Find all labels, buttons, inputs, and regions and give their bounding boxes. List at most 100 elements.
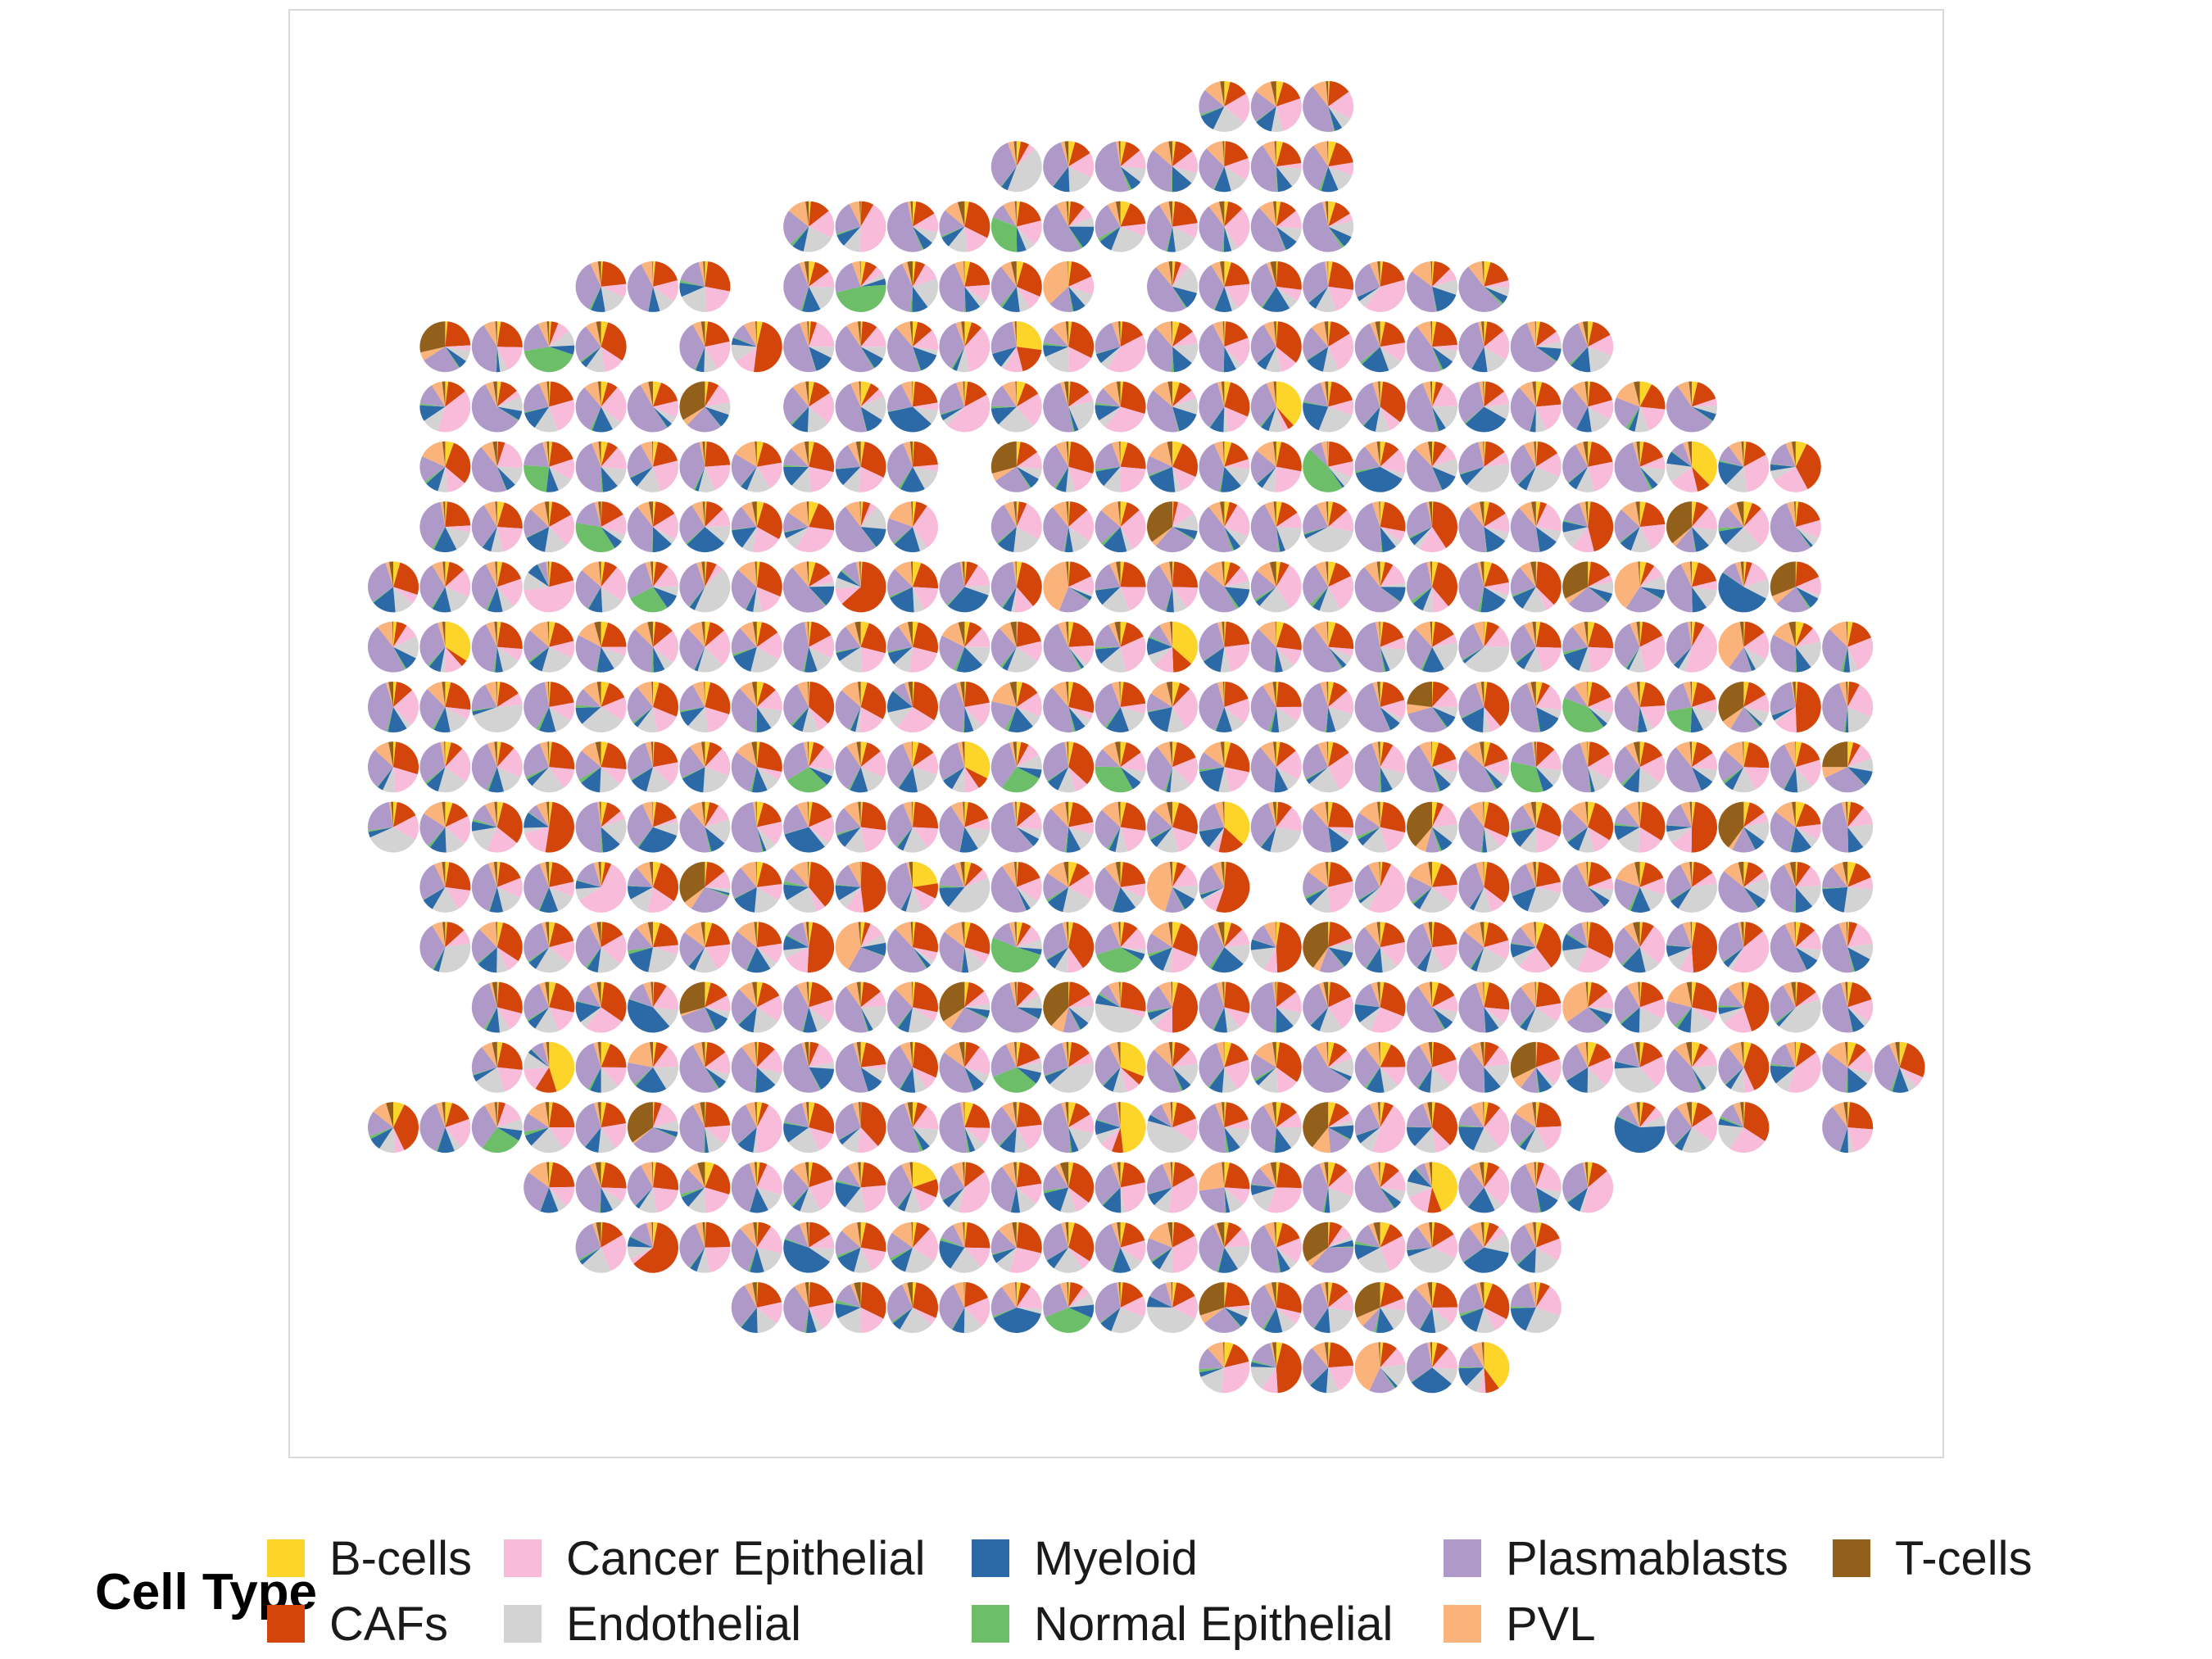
- pie-slice-cafs: [1276, 1343, 1302, 1394]
- pie-slice-plasmablasts: [1354, 682, 1390, 733]
- pie-slice-endothelial: [1526, 466, 1560, 492]
- pie-slice-myeloid: [1172, 347, 1192, 373]
- spot-pie: [1458, 1162, 1510, 1213]
- pie-slice-plasmablasts: [1095, 510, 1121, 544]
- pie-slice-b-cells: [1224, 81, 1231, 107]
- pie-slice-normal-epithelial: [1432, 707, 1448, 728]
- pie-slice-b-cells: [1068, 561, 1071, 587]
- pie-slice-cancer-epithelial: [1068, 153, 1095, 178]
- pie-slice-endothelial: [750, 646, 779, 673]
- spot-pie: [1354, 981, 1406, 1033]
- pie-slice-cafs: [756, 862, 782, 887]
- pie-slice-myeloid: [1146, 637, 1172, 655]
- pie-slice-pvl: [1790, 682, 1796, 707]
- pie-slice-endothelial: [1224, 466, 1250, 487]
- pie-slice-myeloid: [943, 767, 965, 790]
- pie-slice-endothelial: [1172, 166, 1197, 184]
- pie-slice-normal-epithelial: [784, 1238, 809, 1248]
- pie-slice-myeloid: [1692, 406, 1716, 421]
- pie-slice-cancer-epithelial: [705, 995, 731, 1012]
- pie-slice-t-cells: [1220, 261, 1225, 287]
- spot-pie: [835, 922, 886, 973]
- spot-pie: [1458, 1222, 1510, 1273]
- pie-slice-t-cells: [912, 741, 913, 768]
- pie-slice-t-cells: [547, 741, 550, 768]
- pie-slice-cafs: [496, 682, 519, 707]
- pie-slice-cafs: [1847, 742, 1861, 768]
- spot-pie: [1874, 1041, 1925, 1093]
- pie-slice-t-cells: [909, 1162, 913, 1188]
- pie-slice-plasmablasts: [1511, 927, 1536, 948]
- pie-slice-cafs: [1328, 1342, 1354, 1368]
- spot-pie: [1095, 201, 1146, 252]
- pie-slice-myeloid: [850, 707, 861, 732]
- spot-pie: [1718, 621, 1770, 673]
- pie-slice-t-cells: [1273, 501, 1276, 528]
- pie-slice-myeloid: [1432, 827, 1453, 851]
- pie-slice-t-cells: [1117, 801, 1121, 827]
- pie-slice-cafs: [809, 981, 833, 1008]
- pie-slice-cancer-epithelial: [1120, 150, 1146, 169]
- pie-slice-plasmablasts: [1458, 1046, 1484, 1093]
- spot-pie: [783, 441, 835, 492]
- pie-slice-cancer-epithelial: [1639, 877, 1666, 895]
- pie-slice-pvl: [637, 501, 653, 528]
- pie-slice-cafs: [1120, 321, 1144, 347]
- pie-slice-plasmablasts: [887, 443, 913, 488]
- pie-slice-t-cells: [1688, 441, 1692, 467]
- spot-pie: [887, 261, 939, 312]
- pie-slice-pvl: [1475, 1282, 1484, 1308]
- spot-pie: [1562, 1041, 1614, 1093]
- spot-pie: [1146, 801, 1198, 853]
- pie-slice-normal-epithelial: [1224, 1308, 1241, 1328]
- pie-slice-b-cells: [860, 1222, 867, 1248]
- pie-slice-endothelial: [1588, 886, 1614, 900]
- spot-pie: [886, 922, 938, 973]
- spot-pie: [627, 1041, 679, 1093]
- pie-slice-t-cells: [596, 681, 601, 707]
- pie-slice-plasmablasts: [1354, 813, 1380, 837]
- spot-pie: [990, 1041, 1042, 1093]
- pie-slice-endothelial: [1276, 1308, 1296, 1333]
- spot-pie: [939, 1102, 990, 1154]
- pie-slice-myeloid: [1303, 527, 1329, 539]
- pie-slice-t-cells: [1272, 741, 1276, 768]
- pie-slice-myeloid: [1406, 1127, 1432, 1146]
- pie-slice-cafs: [964, 767, 988, 788]
- pie-slice-plasmablasts: [1458, 1345, 1484, 1368]
- pie-slice-endothelial: [1270, 827, 1302, 853]
- pie-slice-t-cells: [442, 922, 446, 948]
- pie-slice-t-cells: [595, 1162, 601, 1188]
- pie-slice-plasmablasts: [1770, 1044, 1796, 1067]
- pie-slice-cafs: [496, 502, 523, 529]
- pie-slice-plasmablasts: [1562, 1045, 1589, 1081]
- spot-pie: [1614, 1041, 1666, 1093]
- pie-slice-normal-epithelial: [1213, 166, 1225, 190]
- pie-slice-cafs: [964, 322, 982, 347]
- pie-slice-t-cells: [1168, 922, 1172, 948]
- pie-slice-myeloid: [1250, 1185, 1276, 1195]
- spot-pie: [1250, 741, 1302, 793]
- pie-slice-normal-epithelial: [1743, 646, 1752, 672]
- pie-slice-b-cells: [1743, 861, 1748, 887]
- pie-slice-cafs: [1068, 1042, 1090, 1067]
- spot-pie: [886, 801, 939, 853]
- pie-slice-t-cells: [1480, 922, 1484, 948]
- pie-slice-b-cells: [913, 621, 918, 647]
- spot-pie: [679, 1162, 731, 1213]
- pie-slice-pvl: [1666, 982, 1692, 1008]
- pie-slice-cancer-epithelial: [1639, 1107, 1663, 1128]
- pie-slice-normal-epithelial: [1535, 347, 1557, 362]
- pie-slice-endothelial: [369, 827, 415, 853]
- pie-slice-b-cells: [1432, 1342, 1438, 1368]
- pie-slice-cancer-epithelial: [705, 1187, 730, 1213]
- pie-slice-myeloid: [705, 827, 725, 852]
- pie-slice-t-cells: [1222, 561, 1225, 587]
- pie-slice-cancer-epithelial: [1535, 331, 1562, 347]
- pie-slice-normal-epithelial: [1068, 1007, 1081, 1031]
- pie-slice-cancer-epithelial: [1535, 827, 1560, 853]
- pie-slice-cancer-epithelial: [1120, 1296, 1146, 1317]
- pie-slice-cafs: [1743, 1043, 1770, 1090]
- pie-slice-b-cells: [1432, 501, 1434, 528]
- pie-slice-endothelial: [586, 347, 605, 373]
